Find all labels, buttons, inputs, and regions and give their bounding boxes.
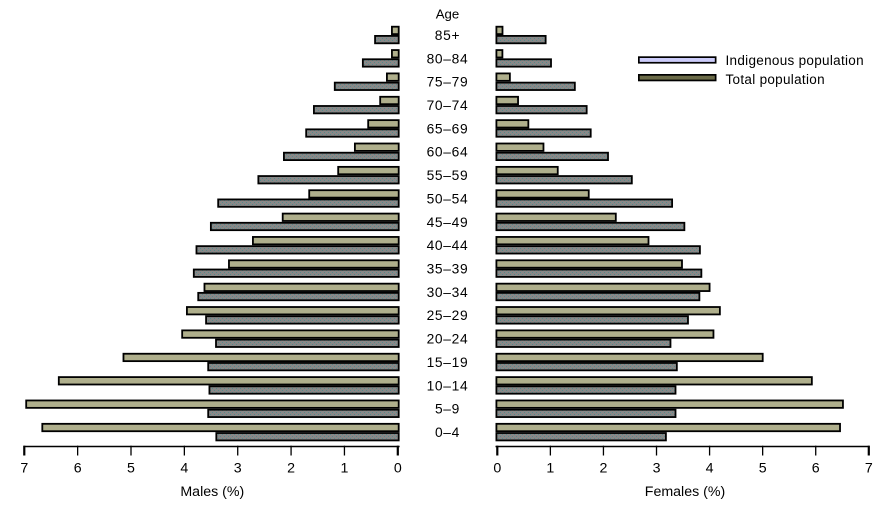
svg-text:2: 2 (599, 461, 607, 477)
svg-text:40–44: 40–44 (427, 238, 469, 253)
svg-text:50–54: 50–54 (427, 191, 469, 206)
svg-text:3: 3 (234, 461, 242, 477)
svg-text:60–64: 60–64 (427, 145, 469, 160)
svg-text:35–39: 35–39 (427, 262, 469, 277)
svg-text:85+: 85+ (435, 28, 461, 43)
svg-text:20–24: 20–24 (427, 332, 469, 347)
svg-text:Age: Age (436, 7, 459, 22)
svg-text:5–9: 5–9 (435, 402, 460, 417)
svg-text:1: 1 (546, 461, 554, 477)
svg-text:1: 1 (340, 461, 348, 477)
svg-text:7: 7 (20, 461, 28, 477)
svg-text:30–34: 30–34 (427, 285, 469, 300)
svg-text:55–59: 55–59 (427, 168, 469, 183)
svg-text:Females (%): Females (%) (645, 484, 725, 500)
svg-text:15–19: 15–19 (427, 355, 469, 370)
svg-text:4: 4 (180, 461, 188, 477)
svg-text:7: 7 (865, 461, 873, 477)
svg-text:0: 0 (394, 461, 402, 477)
svg-text:65–69: 65–69 (427, 121, 469, 136)
svg-text:2: 2 (287, 461, 295, 477)
svg-text:0–4: 0–4 (435, 425, 460, 440)
svg-text:5: 5 (759, 461, 767, 477)
svg-text:3: 3 (653, 461, 661, 477)
svg-text:45–49: 45–49 (427, 215, 469, 230)
svg-text:80–84: 80–84 (427, 51, 469, 66)
svg-text:10–14: 10–14 (427, 378, 469, 393)
svg-text:Indigenous population: Indigenous population (726, 53, 864, 68)
svg-text:6: 6 (812, 461, 820, 477)
svg-text:0: 0 (493, 461, 501, 477)
svg-text:4: 4 (706, 461, 714, 477)
svg-text:Males (%): Males (%) (180, 484, 244, 500)
svg-text:Total population: Total population (726, 72, 825, 87)
svg-text:25–29: 25–29 (427, 308, 469, 323)
svg-text:5: 5 (127, 461, 135, 477)
svg-text:70–74: 70–74 (427, 98, 469, 113)
svg-text:75–79: 75–79 (427, 75, 469, 90)
svg-text:6: 6 (74, 461, 82, 477)
